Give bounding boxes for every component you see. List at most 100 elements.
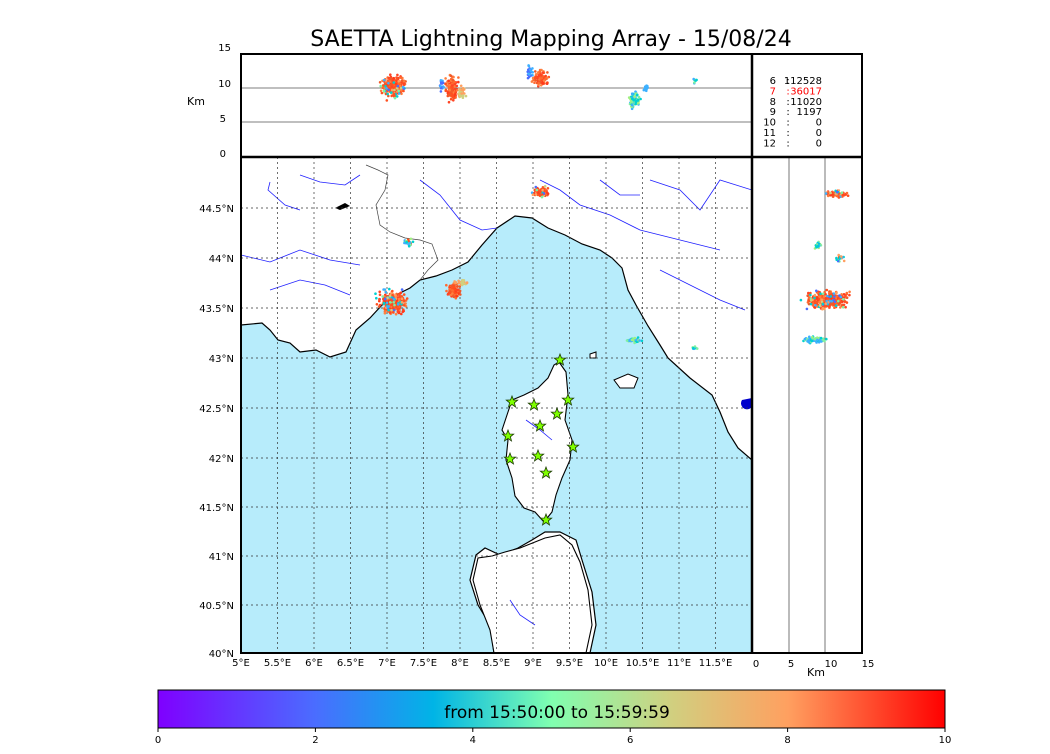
lightning-source (458, 289, 462, 293)
lightning-source (444, 89, 448, 93)
count-level: 8 (770, 97, 776, 108)
lightning-source (640, 339, 644, 343)
lightning-source (402, 304, 406, 307)
lightning-source (534, 70, 537, 73)
lightning-source (465, 281, 469, 285)
station-star-icon (550, 406, 564, 420)
map-panel: 44.5°N 44°N 43.5°N 43°N 42.5°N 42°N 41.5°N 41°N… (199, 157, 752, 669)
lightning-source (631, 97, 634, 101)
lightning-source (826, 294, 829, 298)
longitude-tick-label: 7.5°E (410, 658, 437, 669)
lightning-source (378, 290, 382, 294)
lightning-source (457, 281, 460, 285)
lightning-source (813, 296, 816, 300)
lightning-source (389, 77, 393, 80)
side-scatter (799, 189, 851, 345)
lightning-source (813, 293, 817, 297)
lightning-source (631, 101, 634, 104)
lightning-source (394, 294, 397, 297)
lightning-source (402, 89, 405, 93)
lightning-source (451, 292, 454, 295)
sea-area (241, 215, 752, 653)
lightning-source (392, 311, 395, 314)
lightning-source (442, 85, 445, 89)
lake (335, 203, 350, 210)
lightning-source (382, 89, 386, 92)
lightning-source (399, 291, 403, 295)
lightning-source (837, 299, 840, 303)
lightning-source (534, 185, 538, 189)
lightning-source (388, 287, 391, 291)
lightning-source (386, 92, 390, 96)
lightning-source (534, 193, 538, 196)
lightning-source (833, 295, 836, 298)
lightning-source (387, 88, 390, 92)
lightning-source (375, 303, 379, 306)
lightning-source (815, 338, 819, 342)
lightning-source (693, 345, 697, 348)
lightning-source (845, 291, 849, 295)
lightning-source (806, 294, 809, 298)
lightning-source (530, 80, 534, 83)
lightning-source (840, 293, 843, 296)
colorbar-tick: 8 (784, 735, 790, 746)
lightning-source (840, 303, 844, 307)
altitude-tick: 0 (220, 149, 226, 160)
latitude-tick-label: 41°N (209, 552, 234, 563)
lightning-source (544, 74, 547, 78)
lightning-source (390, 91, 393, 94)
lightning-source (395, 95, 399, 98)
lightning-source (458, 94, 462, 97)
lightning-source (832, 292, 836, 295)
count-value: 1197 (797, 107, 822, 118)
coastal-marker (741, 398, 752, 410)
lightning-source (543, 184, 547, 188)
lightning-source (824, 293, 827, 296)
lightning-source (400, 297, 404, 301)
lightning-source (825, 305, 828, 308)
lightning-source (388, 311, 392, 315)
lightning-source (810, 339, 814, 343)
lightning-source (633, 336, 637, 340)
lightning-source (531, 67, 534, 70)
count-level: 6 (770, 76, 776, 87)
lightning-source (646, 86, 649, 89)
lightning-source (392, 308, 396, 312)
lightning-source (527, 64, 530, 67)
lightning-source (692, 77, 695, 81)
lightning-source (844, 305, 847, 309)
lightning-source (460, 92, 464, 95)
figure-title: SAETTA Lightning Mapping Array - 15/08/2… (310, 27, 791, 52)
lightning-source (625, 339, 629, 342)
lightning-source (825, 337, 828, 341)
count-value: 0 (816, 138, 822, 149)
lightning-source (813, 299, 817, 303)
lightning-source (450, 86, 453, 89)
lightning-source (384, 85, 387, 88)
lightning-source (811, 302, 815, 305)
lightning-source (545, 82, 549, 85)
lightning-source (385, 87, 388, 90)
latitude-tick-label: 40.5°N (199, 601, 234, 612)
lightning-source (630, 103, 634, 107)
lma-stations (501, 352, 580, 526)
lightning-source (388, 294, 392, 298)
lightning-source (839, 306, 842, 309)
lightning-source (645, 89, 648, 93)
lightning-source (448, 287, 452, 291)
count-level: 10 (763, 118, 776, 129)
lightning-source (835, 291, 838, 295)
lightning-source (385, 99, 389, 102)
lightning-source (399, 76, 403, 79)
lightning-source (542, 79, 546, 82)
lightning-source (378, 81, 382, 84)
longitude-tick-label: 11.5°E (699, 658, 733, 669)
lightning-source (384, 291, 388, 294)
colorbar-tick: 4 (470, 735, 476, 746)
lightning-source (444, 77, 447, 80)
lightning-source (828, 291, 831, 295)
count-value: 36017 (790, 86, 822, 97)
lightning-source (454, 296, 458, 300)
lightning-source (692, 346, 695, 350)
lightning-source (452, 99, 455, 102)
